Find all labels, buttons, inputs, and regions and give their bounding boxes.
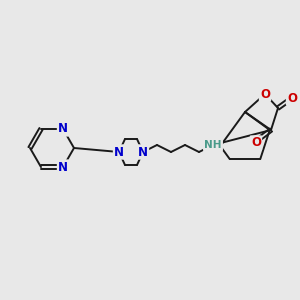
Text: NH: NH [204,140,222,150]
Text: N: N [58,160,68,174]
Text: N: N [138,146,148,158]
Text: N: N [114,146,124,158]
Text: O: O [251,136,261,149]
Text: O: O [287,92,297,104]
Text: N: N [58,122,68,135]
Text: NH: NH [204,140,222,150]
Text: O: O [260,88,270,100]
